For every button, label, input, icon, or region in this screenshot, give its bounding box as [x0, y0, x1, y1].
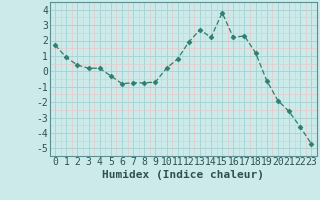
X-axis label: Humidex (Indice chaleur): Humidex (Indice chaleur) — [102, 170, 264, 180]
